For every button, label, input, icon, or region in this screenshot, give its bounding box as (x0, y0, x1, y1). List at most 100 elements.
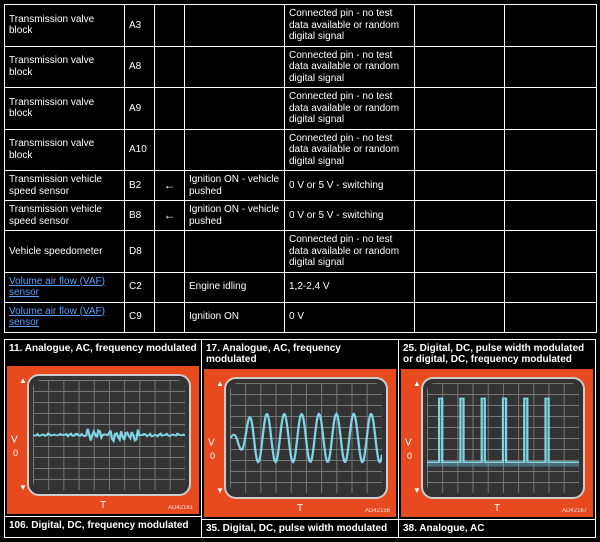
cell (505, 171, 597, 201)
cell: Volume air flow (VAF) sensor (5, 302, 125, 332)
cell (185, 46, 285, 88)
cell (505, 88, 597, 130)
cell: Transmission valve block (5, 88, 125, 130)
cell: Connected pin - no test data available o… (285, 129, 415, 171)
cell (415, 302, 505, 332)
cell: A10 (125, 129, 155, 171)
y-axis-label: V (208, 437, 215, 448)
cell (415, 88, 505, 130)
table-row: Transmission valve blockA9 Connected pin … (5, 88, 597, 130)
image-id: AD42161 (168, 505, 193, 511)
cell: Vehicle speedometer (5, 231, 125, 273)
scope-screen: ▲▼V0TAD42167 (401, 369, 593, 517)
scope-screen: ▲ ▼ V 0 T AD42161 (7, 366, 199, 514)
image-id: AD42167 (562, 508, 587, 514)
cell (185, 88, 285, 130)
arrow-down-icon: ▼ (19, 483, 25, 492)
cell: Ignition ON - vehicle pushed (185, 201, 285, 231)
cell: Ignition ON - vehicle pushed (185, 171, 285, 201)
cell (155, 231, 185, 273)
cell (505, 201, 597, 231)
cell (505, 5, 597, 47)
arrow-up-icon: ▲ (216, 379, 222, 388)
cell: Transmission vehicle speed sensor (5, 201, 125, 231)
cell: ← (155, 201, 185, 231)
cell (505, 272, 597, 302)
cell (155, 46, 185, 88)
sensor-link[interactable]: Volume air flow (VAF) sensor (9, 276, 105, 299)
y-axis-label: V (405, 437, 412, 448)
arrow-up-icon: ▲ (413, 379, 419, 388)
cell: Transmission valve block (5, 46, 125, 88)
arrow-up-icon: ▲ (19, 376, 25, 385)
table-row: Volume air flow (VAF) sensor C9 Ignition O… (5, 302, 597, 332)
arrow-down-icon: ▼ (216, 486, 222, 495)
cell: 0 V (285, 302, 415, 332)
cell: C2 (125, 272, 155, 302)
cell: Transmission valve block (5, 129, 125, 171)
cell: Transmission valve block (5, 5, 125, 47)
cell (415, 171, 505, 201)
table-row: Transmission valve blockA8Connected pin … (5, 46, 597, 88)
cell: Connected pin - no test data available o… (285, 5, 415, 47)
cell (415, 272, 505, 302)
cell (155, 302, 185, 332)
cell (155, 88, 185, 130)
cell: Transmission vehicle speed sensor (5, 171, 125, 201)
x-axis-label: T (297, 503, 303, 514)
cell (415, 5, 505, 47)
cell (505, 129, 597, 171)
scope-caption: 35. Digital, DC, pulse width modulated (202, 519, 398, 537)
cell: B8 (125, 201, 155, 231)
cell: Volume air flow (VAF) sensor (5, 272, 125, 302)
cell: Connected pin - no test data available o… (285, 46, 415, 88)
scope-title: 25. Digital, DC, pulse width modulated o… (399, 340, 595, 367)
cell (415, 231, 505, 273)
cell: C9 (125, 302, 155, 332)
cell (415, 46, 505, 88)
oscilloscope-grid: 11. Analogue, AC, frequency modulated ▲ ▼ V… (4, 339, 596, 538)
y-zero-label: 0 (210, 451, 215, 461)
x-axis-label: T (100, 500, 106, 511)
x-axis-label: T (494, 503, 500, 514)
table-row: Transmission vehicle speed sensorB8 ← Igni… (5, 201, 597, 231)
cell (505, 46, 597, 88)
cell (415, 201, 505, 231)
image-id: AD42156 (365, 508, 390, 514)
arrow-left-icon: ← (164, 179, 176, 191)
cell: Ignition ON (185, 302, 285, 332)
cell: ← (155, 171, 185, 201)
table-row: Vehicle speedometerD8 Connected pin - no … (5, 231, 597, 273)
cell: D8 (125, 231, 155, 273)
table-row: Transmission valve blockA3 Connected pin … (5, 5, 597, 47)
cell (155, 129, 185, 171)
scope-screen: ▲ ▼ V 0 T AD42156 (204, 369, 396, 517)
cell (415, 129, 505, 171)
scope-caption: 38. Analogue, AC (399, 519, 595, 537)
cell (505, 302, 597, 332)
y-zero-label: 0 (407, 451, 412, 461)
cell (185, 5, 285, 47)
arrow-left-icon: ← (164, 209, 176, 221)
scope-title: 17. Analogue, AC, frequency modulated (202, 340, 398, 367)
table-row: Volume air flow (VAF) sensorC2Engine idl… (5, 272, 597, 302)
cell: 0 V or 5 V - switching (285, 171, 415, 201)
cell: 1,2-2,4 V (285, 272, 415, 302)
cell: B2 (125, 171, 155, 201)
cell (155, 5, 185, 47)
sensor-link[interactable]: Volume air flow (VAF) sensor (9, 306, 105, 329)
pin-data-table: Transmission valve blockA3Connected pin … (4, 4, 597, 333)
cell (185, 231, 285, 273)
cell (185, 129, 285, 171)
table-row: Transmission vehicle speed sensorB2 ← Igni… (5, 171, 597, 201)
y-axis-label: V (11, 434, 18, 445)
scope-title: 11. Analogue, AC, frequency modulated (5, 340, 201, 364)
cell: A9 (125, 88, 155, 130)
scope-panel: 25. Digital, DC, pulse width modulated o… (399, 340, 596, 537)
cell: Connected pin - no test data available o… (285, 231, 415, 273)
cell: A3 (125, 5, 155, 47)
cell: Connected pin - no test data available o… (285, 88, 415, 130)
scope-panel: 11. Analogue, AC, frequency modulated ▲ ▼ V… (5, 340, 202, 537)
y-zero-label: 0 (13, 448, 18, 458)
cell (155, 272, 185, 302)
